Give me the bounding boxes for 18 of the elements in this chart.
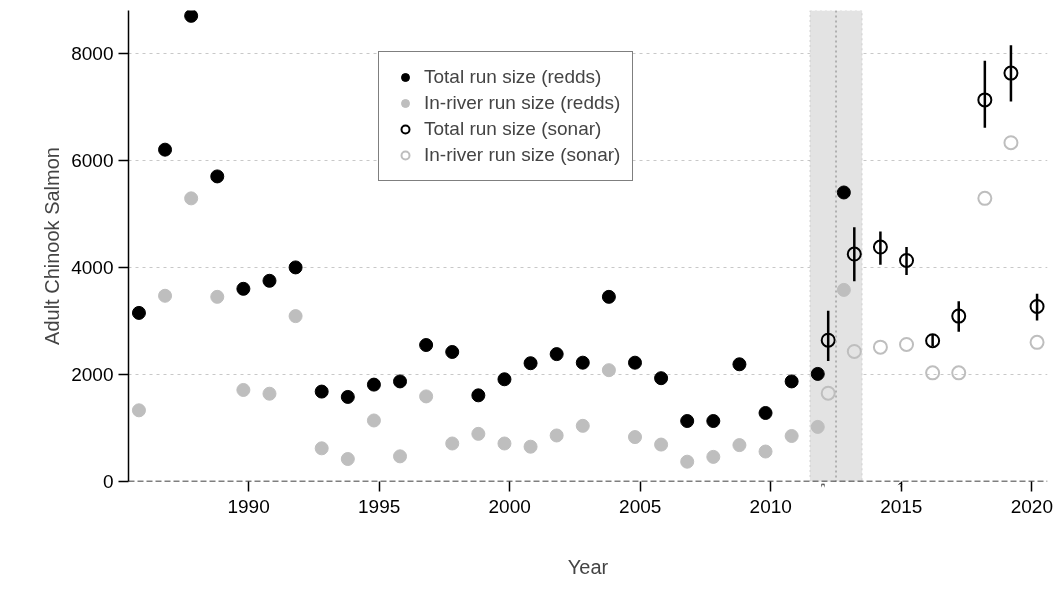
x-tick-label: 1995: [358, 495, 401, 517]
x-tick-label: 1990: [227, 495, 270, 517]
legend-label: Total run size (redds): [424, 65, 602, 89]
x-tick-label: 2015: [880, 495, 923, 517]
legend-label: Total run size (sonar): [424, 117, 602, 141]
y-axis-title: Adult Chinook Salmon: [41, 147, 64, 345]
x-tick-label: 2020: [1010, 495, 1053, 517]
y-tick-label: 4000: [71, 256, 114, 278]
legend-label: In-river run size (sonar): [424, 143, 621, 167]
x-axis-title: Year: [567, 555, 609, 578]
y-tick-label: 0: [102, 471, 114, 492]
y-tick-label: 8000: [71, 42, 114, 64]
x-tick-label: 2000: [488, 495, 531, 517]
y-tick-label: 2000: [71, 363, 114, 385]
x-tick-label: 2010: [749, 495, 792, 517]
x-tick-label: 2005: [619, 495, 662, 517]
legend-label: In-river run size (redds): [424, 91, 621, 115]
y-tick-label: 6000: [71, 149, 114, 171]
